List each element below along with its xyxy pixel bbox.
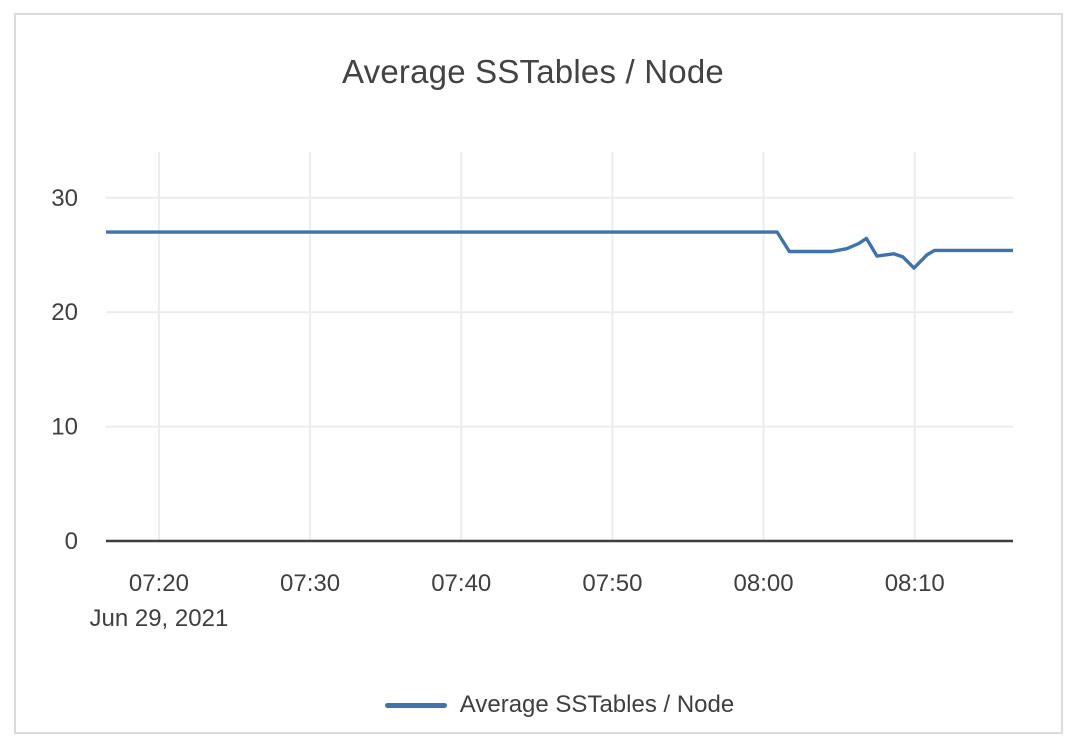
y-tick-label: 0: [65, 528, 78, 555]
legend-label: Average SSTables / Node: [459, 691, 735, 718]
x-tick-label: 07:50: [582, 570, 642, 597]
x-tick-label: 07:40: [431, 570, 491, 597]
x-tick-label: 07:30: [280, 570, 340, 597]
series-line: [106, 230, 1013, 270]
legend-line-swatch: [384, 702, 447, 708]
y-tick-label: 10: [51, 414, 78, 441]
x-tick-label: 08:00: [734, 570, 794, 597]
legend-item[interactable]: Average SSTables / Node: [106, 688, 1013, 722]
x-tick-label: 07:20: [129, 570, 189, 597]
x-axis-date-label: Jun 29, 2021: [90, 605, 229, 632]
x-tick-label: 08:10: [885, 570, 945, 597]
y-tick-label: 20: [51, 299, 78, 326]
chart-card: [14, 13, 1063, 734]
chart-title: Average SSTables / Node: [342, 53, 724, 90]
y-tick-label: 30: [51, 185, 78, 212]
